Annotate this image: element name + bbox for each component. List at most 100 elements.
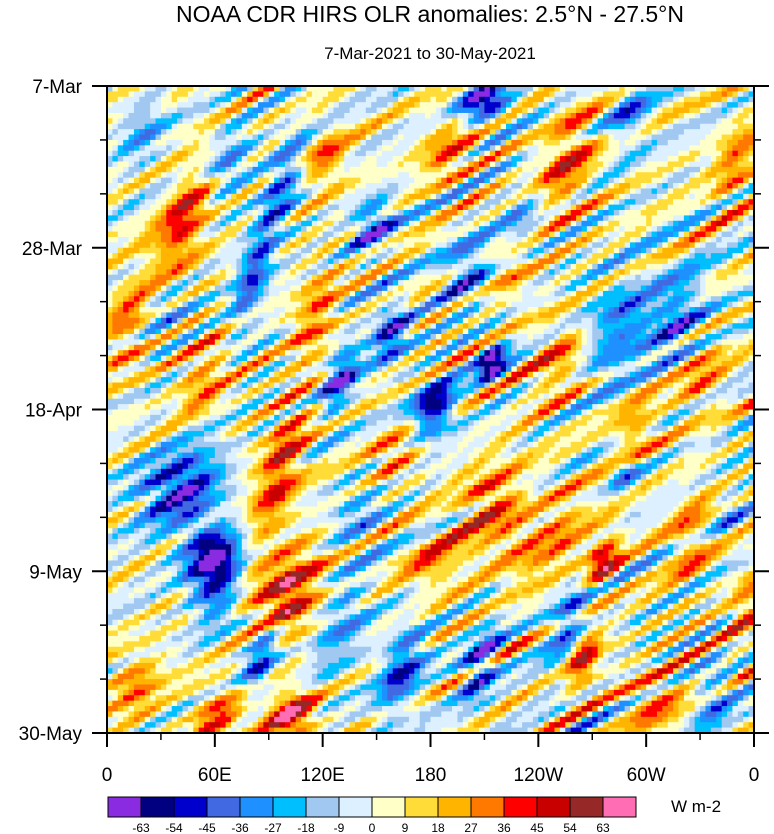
field-cell [490,210,496,216]
field-cell [635,291,641,297]
field-cell [317,199,323,205]
field-cell [236,280,242,286]
field-cell [242,97,248,103]
field-cell [506,172,512,178]
field-cell [727,172,733,178]
field-cell [646,194,652,200]
field-cell [226,205,232,211]
field-cell [393,232,399,238]
field-cell [258,269,264,275]
field-cell [236,215,242,221]
field-cell [393,183,399,189]
field-cell [280,178,286,184]
field-cell [711,113,717,119]
field-cell [112,199,118,205]
field-cell [188,108,194,114]
field-cell [204,291,210,297]
field-cell [722,226,728,232]
field-cell [150,135,156,141]
field-cell [306,242,312,248]
field-cell [398,242,404,248]
field-cell [479,248,485,254]
field-cell [420,215,426,221]
field-cell [258,221,264,227]
field-cell [371,280,377,286]
field-cell [711,210,717,216]
field-cell [689,296,695,302]
field-cell [333,97,339,103]
field-cell [188,264,194,270]
field-cell [387,264,393,270]
field-cell [339,221,345,227]
field-cell [635,188,641,194]
field-cell [592,242,598,248]
field-cell [533,232,539,238]
field-cell [452,113,458,119]
field-cell [732,156,738,162]
field-cell [371,102,377,108]
field-cell [614,269,620,275]
field-cell [123,296,129,302]
field-cell [511,91,517,97]
field-cell [522,226,528,232]
field-cell [112,151,118,157]
field-cell [177,269,183,275]
field-cell [371,237,377,243]
field-cell [398,102,404,108]
field-cell [431,237,437,243]
field-cell [134,285,140,291]
field-cell [156,205,162,211]
field-cell [565,226,571,232]
field-cell [641,135,647,141]
field-cell [684,210,690,216]
field-cell [118,167,124,173]
field-cell [668,91,674,97]
field-cell [129,237,135,243]
field-cell [420,151,426,157]
field-cell [258,205,264,211]
field-cell [317,97,323,103]
field-cell [533,194,539,200]
field-cell [743,194,749,200]
field-cell [425,302,431,308]
field-cell [581,291,587,297]
field-cell [112,210,118,216]
field-cell [581,161,587,167]
field-cell [560,108,566,114]
field-cell [700,151,706,157]
field-cell [684,291,690,297]
field-cell [517,242,523,248]
field-cell [156,167,162,173]
field-cell [236,172,242,178]
field-cell [247,237,253,243]
field-cell [695,145,701,151]
field-cell [625,183,631,189]
field-cell [732,237,738,243]
field-cell [533,124,539,130]
field-cell [495,129,501,135]
field-cell [560,253,566,259]
field-cell [592,275,598,281]
field-cell [592,172,598,178]
field-cell [290,108,296,114]
field-cell [274,285,280,291]
field-cell [161,194,167,200]
field-cell [484,167,490,173]
field-cell [236,275,242,281]
field-cell [226,156,232,162]
field-cell [123,102,129,108]
field-cell [220,259,226,265]
field-cell [684,275,690,281]
field-cell [242,253,248,259]
field-cell [571,215,577,221]
field-cell [684,178,690,184]
field-cell [156,253,162,259]
field-cell [393,161,399,167]
field-cell [242,226,248,232]
field-cell [625,242,631,248]
field-cell [506,97,512,103]
field-cell [333,129,339,135]
field-cell [193,113,199,119]
field-cell [118,97,124,103]
field-cell [544,302,550,308]
